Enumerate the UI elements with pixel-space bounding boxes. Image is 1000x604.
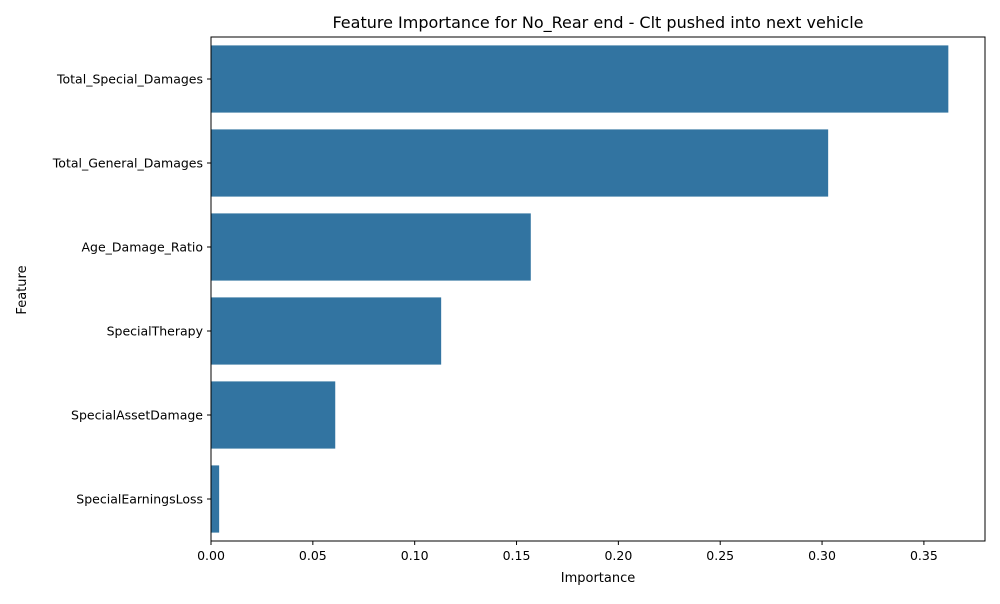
x-tick-label: 0.20: [604, 548, 632, 563]
y-axis-ticks: Total_Special_Damages Total_General_Damag…: [52, 72, 211, 507]
x-axis-label: Importance: [561, 571, 636, 586]
bar: [211, 129, 829, 197]
x-tick-label: 0.15: [503, 548, 531, 563]
x-tick-label: 0.05: [299, 548, 327, 563]
x-tick-label: 0.10: [401, 548, 429, 563]
bar: [211, 45, 949, 113]
bar: [211, 297, 442, 365]
x-tick-label: 0.00: [197, 548, 225, 563]
plot-frame: [210, 36, 986, 542]
y-axis-label: Feature: [15, 265, 30, 314]
x-tick-label: 0.25: [706, 548, 734, 563]
y-tick-label: Total_Special_Damages: [56, 72, 203, 87]
x-tick-label: 0.30: [808, 548, 836, 563]
y-tick-label: SpecialEarningsLoss: [76, 492, 203, 507]
y-tick-label: SpecialTherapy: [107, 324, 204, 339]
x-tick-label: 0.35: [910, 548, 938, 563]
x-axis-ticks: 0.00 0.05 0.10 0.15 0.20 0.25 0.30 0.35: [197, 541, 938, 563]
y-tick-label: Age_Damage_Ratio: [81, 240, 203, 255]
bars-group: [211, 45, 949, 533]
bar: [211, 381, 336, 449]
bar: [211, 213, 531, 281]
chart-title: Feature Importance for No_Rear end - Clt…: [332, 13, 863, 33]
bar: [211, 465, 220, 533]
plot-border: [210, 36, 986, 542]
y-tick-label: SpecialAssetDamage: [71, 408, 203, 423]
y-tick-label: Total_General_Damages: [52, 156, 203, 171]
